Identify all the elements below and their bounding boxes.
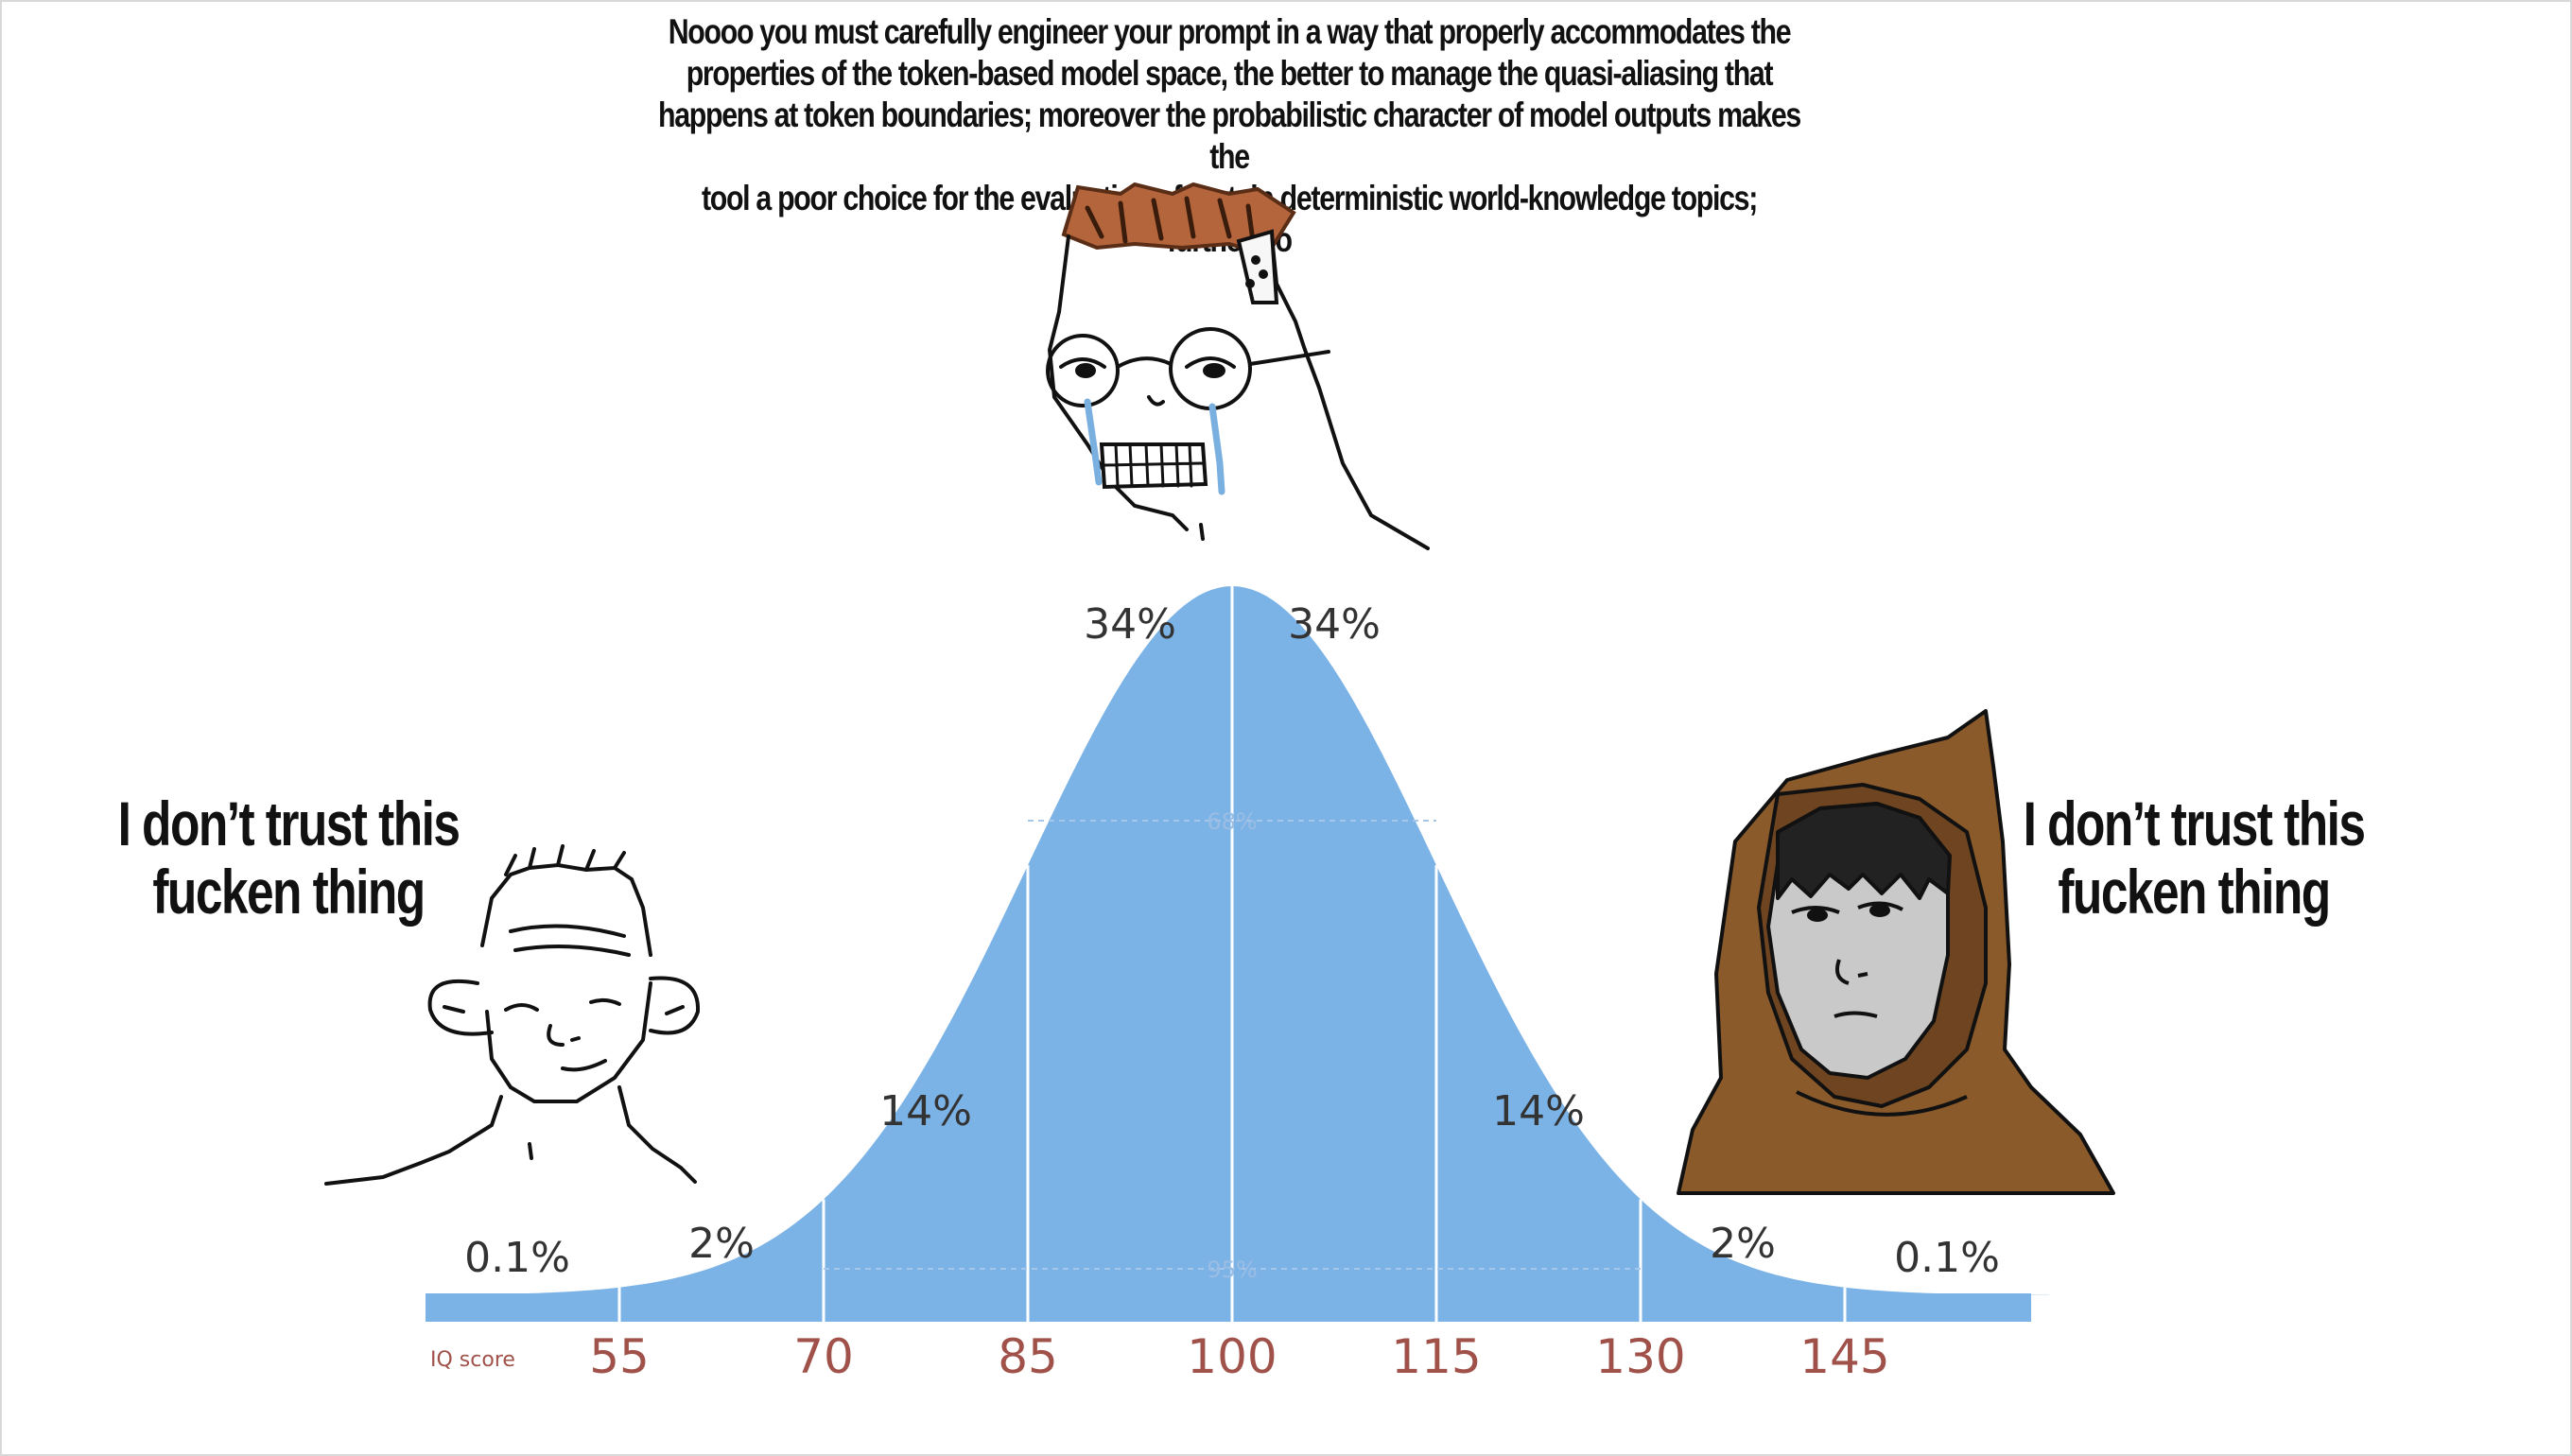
x-tick-label: 85 xyxy=(998,1329,1058,1384)
percent-label: 0.1% xyxy=(1894,1234,2000,1282)
percent-label: 34% xyxy=(1084,600,1176,649)
percent-label: 14% xyxy=(1492,1087,1585,1135)
simple-wojak-left xyxy=(324,844,701,1186)
bell-curve-area xyxy=(510,586,2049,1295)
hooded-wojak-right xyxy=(1677,709,2115,1195)
band-label: 68% xyxy=(1207,808,1257,835)
x-tick-label: 130 xyxy=(1595,1329,1685,1384)
x-axis-label: IQ score xyxy=(430,1348,515,1372)
baseline-bar xyxy=(426,1293,2031,1322)
x-tick-label: 55 xyxy=(589,1329,650,1384)
percent-label: 2% xyxy=(1710,1220,1776,1268)
percent-label: 2% xyxy=(688,1220,755,1268)
x-tick-label: 70 xyxy=(793,1329,854,1384)
percent-labels: 0.1% 2% 14% 34% 34% 14% 2% 0.1% xyxy=(464,600,2000,1282)
top-caption: Noooo you must carefully engineer your p… xyxy=(657,12,1801,259)
x-tick-label: 100 xyxy=(1187,1329,1277,1384)
crying-nerd-wojak xyxy=(1046,182,1430,550)
x-tick-labels: 55 70 85 100 115 130 145 xyxy=(589,1329,1890,1384)
percent-label: 34% xyxy=(1288,600,1381,649)
percent-label: 14% xyxy=(879,1087,972,1135)
percent-label: 0.1% xyxy=(464,1234,570,1282)
right-quote: I don’t trust this fucken thing xyxy=(2023,789,2366,927)
x-tick-label: 145 xyxy=(1799,1329,1889,1384)
band-label: 95% xyxy=(1207,1257,1257,1283)
x-tick-label: 115 xyxy=(1391,1329,1481,1384)
band-lines: 68% 95% xyxy=(824,808,1641,1283)
left-quote: I don’t trust this fucken thing xyxy=(117,789,461,927)
sd-dividers xyxy=(617,586,1847,1322)
